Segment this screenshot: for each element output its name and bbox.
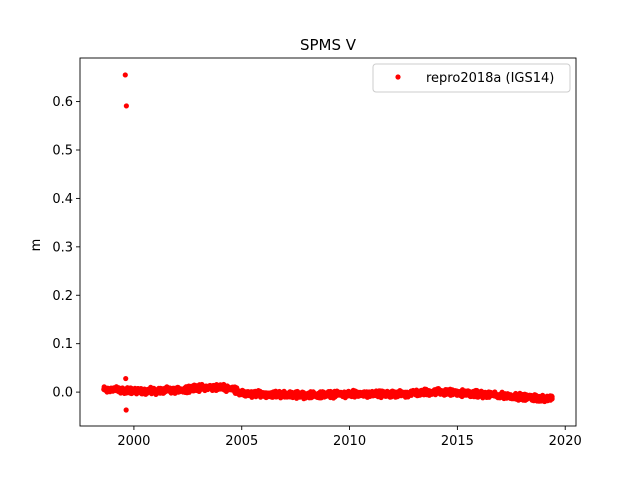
plot-frame xyxy=(79,57,577,427)
outlier-point xyxy=(123,103,129,109)
data-point xyxy=(549,396,555,402)
outlier-point xyxy=(122,72,128,78)
outlier-point xyxy=(123,407,129,413)
y-tick-label: 0.1 xyxy=(52,337,73,352)
x-tick-label: 2010 xyxy=(333,434,366,449)
x-tick-label: 2020 xyxy=(549,434,582,449)
axes: 2000 2005 2010 2015 2020 0.0 0.1 0.2 0.3 0.4 0.5 0.… xyxy=(52,57,582,449)
y-tick-label: 0.5 xyxy=(52,144,73,159)
y-tick-label: 0.4 xyxy=(52,192,73,207)
y-tick-label: 0.0 xyxy=(52,386,73,401)
x-tick-label: 2000 xyxy=(117,434,150,449)
x-tick-label: 2015 xyxy=(441,434,474,449)
legend-frame xyxy=(372,63,571,93)
x-tick-label: 2005 xyxy=(225,434,258,449)
y-tick-label: 0.2 xyxy=(52,289,73,304)
chart-title: SPMS V xyxy=(300,36,357,54)
data-points xyxy=(101,72,555,413)
legend-label: repro2018a (IGS14) xyxy=(426,71,554,86)
legend: repro2018a (IGS14) xyxy=(372,63,571,93)
y-tick-label: 0.3 xyxy=(52,240,73,255)
outlier-point xyxy=(123,375,129,382)
y-axis-label: m xyxy=(29,239,44,252)
y-tick-label: 0.6 xyxy=(52,95,73,110)
legend-marker xyxy=(395,74,401,80)
